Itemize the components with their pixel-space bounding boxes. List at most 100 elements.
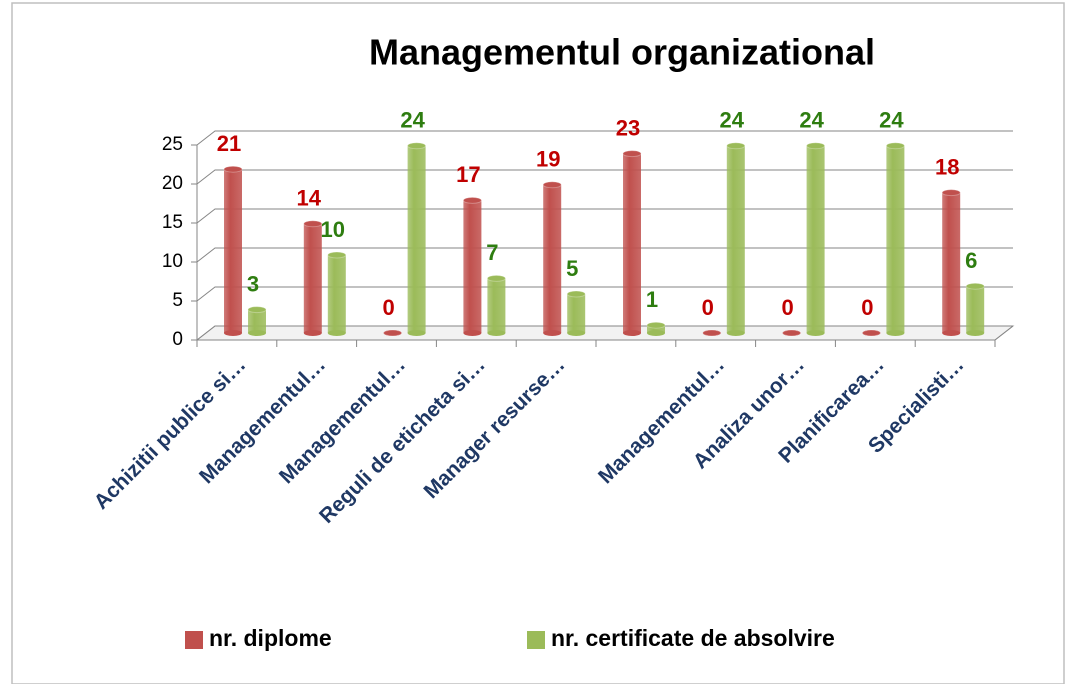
- bar-top: [303, 220, 323, 228]
- bar-body: [248, 309, 266, 333]
- data-label: 21: [217, 131, 241, 156]
- bar: [622, 150, 642, 336]
- bar-body: [942, 192, 961, 333]
- bar-base: [407, 330, 426, 336]
- bar: [806, 142, 826, 336]
- data-label: 24: [720, 108, 745, 133]
- bar-body: [726, 145, 745, 333]
- bar-base: [543, 330, 562, 336]
- y-tick-label: 20: [162, 173, 183, 194]
- y-tick-label: 25: [162, 134, 183, 155]
- legend-swatch: [185, 631, 203, 649]
- bar-top: [383, 329, 403, 337]
- grid-line: [196, 286, 1013, 302]
- legend-swatch: [527, 631, 545, 649]
- bar: [861, 329, 881, 337]
- data-label: 5: [566, 256, 578, 281]
- grid-line: [196, 130, 1013, 146]
- bar: [327, 251, 347, 336]
- data-label: 24: [799, 108, 824, 133]
- grid-line: [196, 208, 1013, 224]
- bar-body: [543, 184, 562, 333]
- data-label: 24: [400, 108, 425, 133]
- bar: [885, 142, 905, 336]
- bar-body: [463, 200, 482, 333]
- data-label: 24: [879, 108, 904, 133]
- bar-base: [487, 330, 506, 336]
- bar-top: [542, 181, 562, 189]
- bar-base: [327, 330, 346, 336]
- bar-base: [224, 330, 242, 336]
- bar-top: [965, 282, 985, 290]
- grid-line: [196, 325, 1013, 341]
- bar-body: [224, 169, 242, 333]
- floor-edge: [994, 325, 1014, 341]
- bar-base: [647, 330, 665, 336]
- legend-label: nr. certificate de absolvire: [551, 625, 835, 651]
- data-label: 3: [247, 271, 259, 296]
- bar-body: [623, 153, 641, 333]
- bar: [486, 274, 506, 336]
- bar-top: [885, 142, 905, 150]
- bar-body: [487, 278, 506, 333]
- bar-body: [886, 145, 905, 333]
- bar: [726, 142, 746, 336]
- bar-base: [303, 330, 322, 336]
- bar: [941, 189, 961, 336]
- bar-base: [248, 330, 266, 336]
- bar-top: [327, 251, 347, 259]
- y-tick-label: 5: [172, 290, 183, 311]
- bar-top: [566, 290, 586, 298]
- bar-base: [567, 330, 586, 336]
- data-label: 0: [781, 295, 793, 320]
- data-label: 7: [486, 240, 498, 265]
- data-label: 0: [861, 295, 873, 320]
- bar-top: [726, 142, 746, 150]
- bar-top: [646, 321, 666, 329]
- bar-top: [407, 142, 427, 150]
- bar-body: [407, 145, 426, 333]
- data-label: 19: [536, 147, 560, 172]
- data-label: 18: [935, 154, 959, 179]
- bar: [782, 329, 802, 337]
- y-tick-label: 0: [172, 329, 183, 350]
- bar: [542, 181, 562, 336]
- chart-frame: [11, 2, 1065, 684]
- bar-body: [806, 145, 825, 333]
- bar-base: [886, 330, 905, 336]
- bar-body: [327, 255, 346, 333]
- bar-top: [702, 329, 722, 337]
- bar-body: [303, 223, 322, 333]
- bar: [965, 282, 985, 336]
- bar: [566, 290, 586, 336]
- bar-top: [782, 329, 802, 337]
- data-label: 1: [646, 287, 658, 312]
- legend-label: nr. diplome: [209, 625, 332, 651]
- bar-top: [462, 196, 482, 204]
- bar-body: [567, 294, 586, 333]
- bar: [702, 329, 722, 337]
- data-label: 0: [382, 295, 394, 320]
- bar-top: [223, 165, 243, 173]
- bar: [223, 165, 243, 336]
- bar: [247, 306, 267, 336]
- bar: [646, 321, 666, 336]
- y-tick-label: 15: [162, 212, 183, 233]
- bar: [462, 196, 482, 336]
- data-label: 6: [965, 248, 977, 273]
- grid-line: [196, 169, 1013, 185]
- bar-base: [623, 330, 641, 336]
- bar-top: [486, 274, 506, 282]
- data-label: 14: [297, 186, 322, 211]
- bar: [407, 142, 427, 336]
- bar: [303, 220, 323, 336]
- bar-top: [622, 150, 642, 158]
- bar-base: [726, 330, 745, 336]
- bar-base: [966, 330, 985, 336]
- bar-top: [247, 306, 267, 314]
- bar-top: [941, 189, 961, 197]
- data-label: 17: [456, 162, 480, 187]
- chart-title: Managementul organizational: [369, 32, 875, 73]
- bar-top: [806, 142, 826, 150]
